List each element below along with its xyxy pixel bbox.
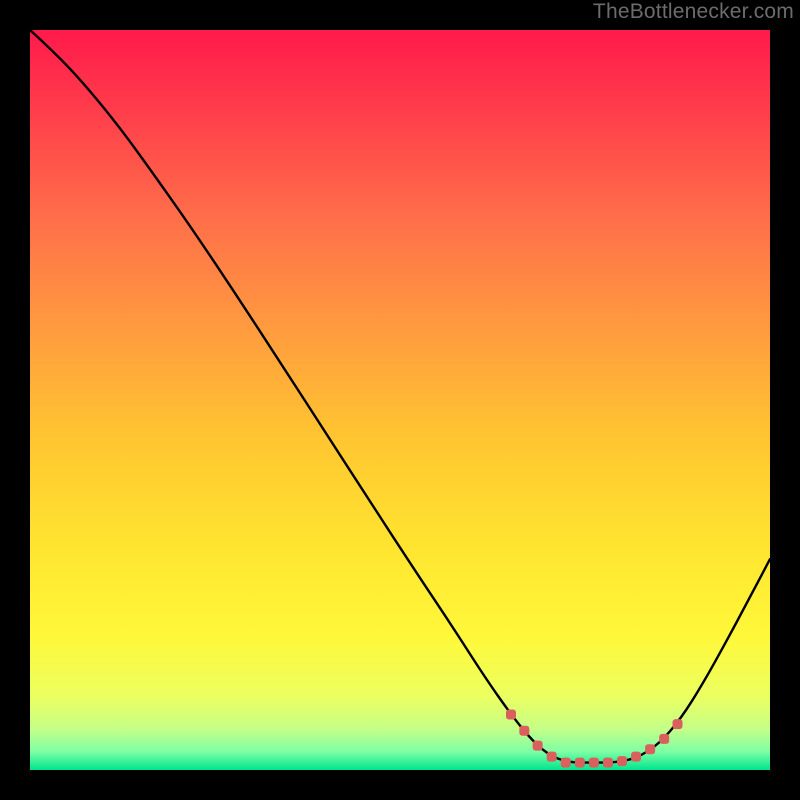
valley-marker [506,710,516,720]
valley-marker [631,752,641,762]
valley-marker [603,758,613,768]
valley-marker [575,758,585,768]
watermark-text: TheBottlenecker.com [593,0,794,24]
chart-stage: TheBottlenecker.com [0,0,800,800]
bottleneck-curve-plot [30,30,770,770]
valley-marker [645,744,655,754]
valley-marker [617,756,627,766]
valley-marker [673,719,683,729]
valley-marker [561,758,571,768]
valley-marker [519,726,529,736]
valley-marker [659,734,669,744]
valley-marker [533,741,543,751]
gradient-background [30,30,770,770]
valley-marker [547,752,557,762]
valley-marker [589,758,599,768]
